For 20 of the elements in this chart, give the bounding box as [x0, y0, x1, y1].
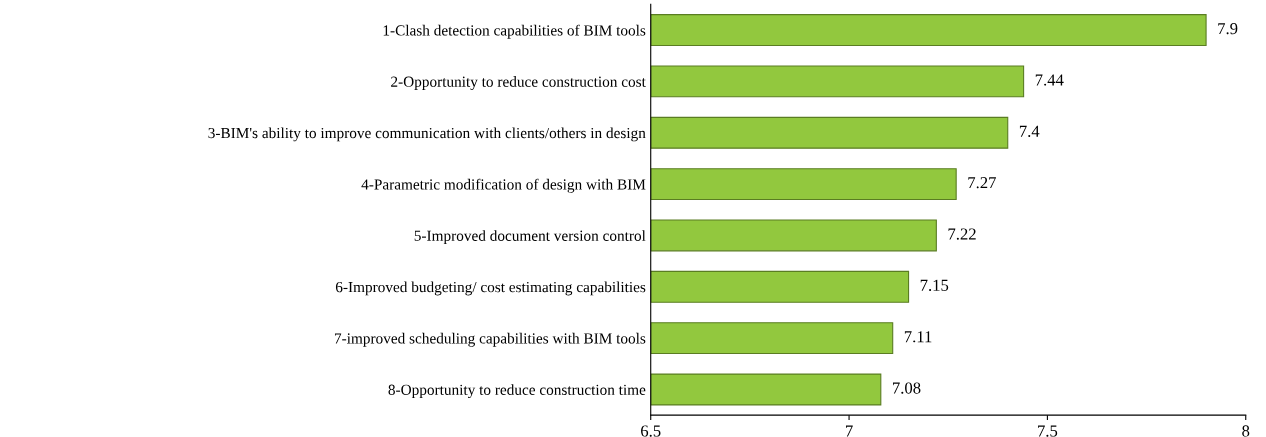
data-label: 7.22 [948, 228, 976, 240]
data-label: 7.11 [904, 331, 932, 343]
y-tick-label: 1-Clash detection capabilities of BIM tools [383, 24, 646, 39]
data-label: 7.15 [920, 279, 949, 292]
x-tick-label: 6.5 [641, 425, 661, 437]
x-tick-label: 7 [846, 425, 853, 437]
x-tick-label: 7.5 [1038, 425, 1058, 437]
x-tick-label: 8 [1242, 425, 1250, 437]
y-tick-label: 3-BIM's ability to improve communication with clients/others in design [208, 127, 646, 142]
y-tick-label: 5-Improved document version control [414, 230, 646, 244]
y-tick-label: 7-improved scheduling capabilities with BIM tools [334, 332, 646, 347]
y-tick-label: 6-Improved budgeting/ cost estimating capabilities [335, 281, 646, 296]
data-label: 7.08 [893, 382, 921, 394]
data-label: 7.44 [1035, 74, 1064, 86]
data-label: 7.4 [1019, 125, 1040, 137]
data-label: 7.27 [968, 177, 996, 189]
data-label: 7.9 [1218, 23, 1238, 35]
y-tick-label: 4-Parametric modification of design with BIM [361, 178, 646, 193]
y-tick-label: 2-Opportunity to reduce construction cost [391, 76, 646, 90]
y-tick-label: 8-Opportunity to reduce construction time [388, 384, 646, 399]
